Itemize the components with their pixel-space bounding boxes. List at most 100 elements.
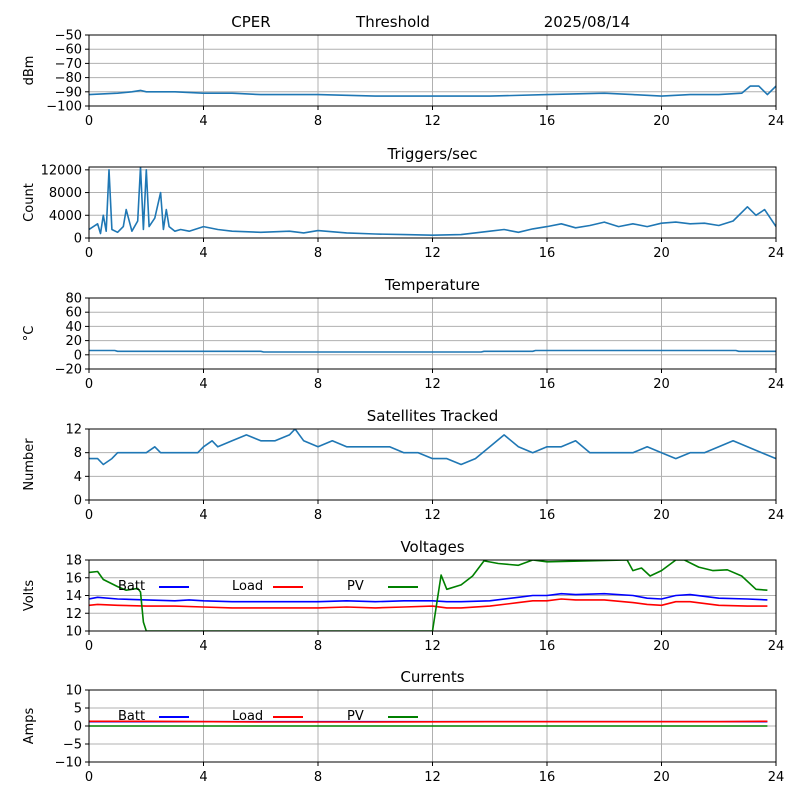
voltages-ytick-label: 16 <box>65 571 82 586</box>
threshold-xtick-label: 8 <box>314 114 322 129</box>
temperature-ytick-label: 80 <box>65 292 82 307</box>
temperature-ytick-label: 40 <box>65 320 82 335</box>
voltages-xtick-label: 24 <box>768 639 785 654</box>
temperature-ytick-label: −20 <box>55 363 82 378</box>
triggers-ylabel: Count <box>22 183 37 222</box>
threshold-xtick-label: 20 <box>653 114 670 129</box>
voltages-ytick-label: 10 <box>65 625 82 640</box>
satellites-ytick-label: 4 <box>74 470 82 485</box>
voltages-xtick-label: 0 <box>85 639 93 654</box>
satellites-xtick-label: 8 <box>314 508 322 523</box>
currents-ytick-label: 5 <box>74 702 82 717</box>
threshold-ylabel: dBm <box>22 56 37 86</box>
currents-ylabel: Amps <box>22 707 37 744</box>
voltages-xtick-label: 12 <box>424 639 441 654</box>
currents-panel: 0 4 8 12 16 20 24 −10 −5 0 5 10 Currents Amps Batt Load… <box>22 668 784 785</box>
satellites-ytick-label: 12 <box>65 423 82 438</box>
triggers-ytick-label: 4000 <box>49 209 82 224</box>
currents-legend-label-pv: PV <box>347 709 364 724</box>
triggers-xtick-label: 20 <box>653 246 670 261</box>
satellites-title: Satellites Tracked <box>367 407 498 425</box>
currents-title: Currents <box>400 668 464 686</box>
satellites-xtick-label: 12 <box>424 508 441 523</box>
voltages-xtick-label: 8 <box>314 639 322 654</box>
threshold-xtick-label: 24 <box>768 114 785 129</box>
currents-ytick-label: 10 <box>65 684 82 699</box>
currents-ytick-label: −5 <box>63 738 82 753</box>
triggers-ytick-label: 8000 <box>49 186 82 201</box>
triggers-panel: 0 4 8 12 16 20 24 0 4000 8000 12000 Triggers/sec Cou… <box>22 145 784 261</box>
voltages-ytick-label: 18 <box>65 554 82 569</box>
voltages-legend-label-batt: Batt <box>118 579 145 594</box>
currents-xtick-label: 12 <box>424 770 441 785</box>
threshold-ytick-label: −50 <box>55 29 82 44</box>
threshold-xtick-label: 12 <box>424 114 441 129</box>
voltages-title: Voltages <box>400 538 464 556</box>
threshold-panel: 0 4 8 12 16 20 24 −100−90−80−70−60−50 dBm <box>22 29 784 130</box>
threshold-ytick-label: −60 <box>55 43 82 58</box>
triggers-series-line <box>89 167 776 236</box>
satellites-xtick-label: 16 <box>539 508 556 523</box>
satellites-series-line <box>89 429 776 466</box>
voltages-series-batt <box>89 592 768 603</box>
voltages-ytick-label: 14 <box>65 589 82 604</box>
temperature-ylabel: °C <box>22 326 37 342</box>
voltages-ylabel: Volts <box>22 580 37 612</box>
voltages-series-pv <box>89 560 768 631</box>
header-date: 2025/08/14 <box>544 13 630 31</box>
currents-xtick-label: 24 <box>768 770 785 785</box>
threshold-ytick-label: −90 <box>55 85 82 100</box>
voltages-legend-label-load: Load <box>232 579 263 594</box>
triggers-xtick-label: 24 <box>768 246 785 261</box>
header-site: CPER <box>231 13 270 31</box>
satellites-ytick-label: 8 <box>74 446 82 461</box>
triggers-xtick-label: 8 <box>314 246 322 261</box>
currents-xtick-label: 0 <box>85 770 93 785</box>
voltages-panel: 0 4 8 12 16 20 24 10 12 14 16 18 Voltages Volts Batt Lo… <box>22 538 784 654</box>
currents-ytick-label: 0 <box>74 720 82 735</box>
satellites-panel: 0 4 8 12 16 20 24 0 4 8 12 Satellites Tracked Number <box>22 407 784 523</box>
temperature-xtick-label: 12 <box>424 377 441 392</box>
threshold-ytick-label: −100 <box>46 100 82 115</box>
satellites-xtick-label: 24 <box>768 508 785 523</box>
temperature-xtick-label: 20 <box>653 377 670 392</box>
temperature-xtick-label: 24 <box>768 377 785 392</box>
threshold-xtick-label: 0 <box>85 114 93 129</box>
satellites-ytick-label: 0 <box>74 494 82 509</box>
satellites-xtick-label: 0 <box>85 508 93 523</box>
threshold-series-line <box>89 85 776 97</box>
voltages-xtick-label: 16 <box>539 639 556 654</box>
threshold-xtick-label: 4 <box>199 114 207 129</box>
currents-legend-label-batt: Batt <box>118 709 145 724</box>
threshold-xtick-label: 16 <box>539 114 556 129</box>
header-mode: Threshold <box>355 13 430 31</box>
triggers-xtick-label: 4 <box>199 246 207 261</box>
currents-xtick-label: 20 <box>653 770 670 785</box>
temperature-xtick-label: 4 <box>199 377 207 392</box>
currents-series-load <box>89 720 768 723</box>
triggers-xtick-label: 12 <box>424 246 441 261</box>
temperature-title: Temperature <box>384 276 480 294</box>
currents-legend-label-load: Load <box>232 709 263 724</box>
temperature-xtick-label: 0 <box>85 377 93 392</box>
satellites-xtick-label: 4 <box>199 508 207 523</box>
satellites-xtick-label: 20 <box>653 508 670 523</box>
threshold-ytick-label: −70 <box>55 57 82 72</box>
voltages-xtick-label: 20 <box>653 639 670 654</box>
temperature-ytick-label: 60 <box>65 306 82 321</box>
triggers-ytick-label: 0 <box>74 232 82 247</box>
threshold-ytick-label: −80 <box>55 71 82 86</box>
temperature-xtick-label: 16 <box>539 377 556 392</box>
triggers-title: Triggers/sec <box>387 145 478 163</box>
temperature-xtick-label: 8 <box>314 377 322 392</box>
voltages-xtick-label: 4 <box>199 639 207 654</box>
triggers-ytick-label: 12000 <box>41 163 82 178</box>
temperature-ytick-label: 0 <box>74 348 82 363</box>
temperature-series-line <box>89 349 776 353</box>
currents-xtick-label: 8 <box>314 770 322 785</box>
currents-xtick-label: 16 <box>539 770 556 785</box>
satellites-ylabel: Number <box>22 438 37 491</box>
triggers-xtick-label: 16 <box>539 246 556 261</box>
